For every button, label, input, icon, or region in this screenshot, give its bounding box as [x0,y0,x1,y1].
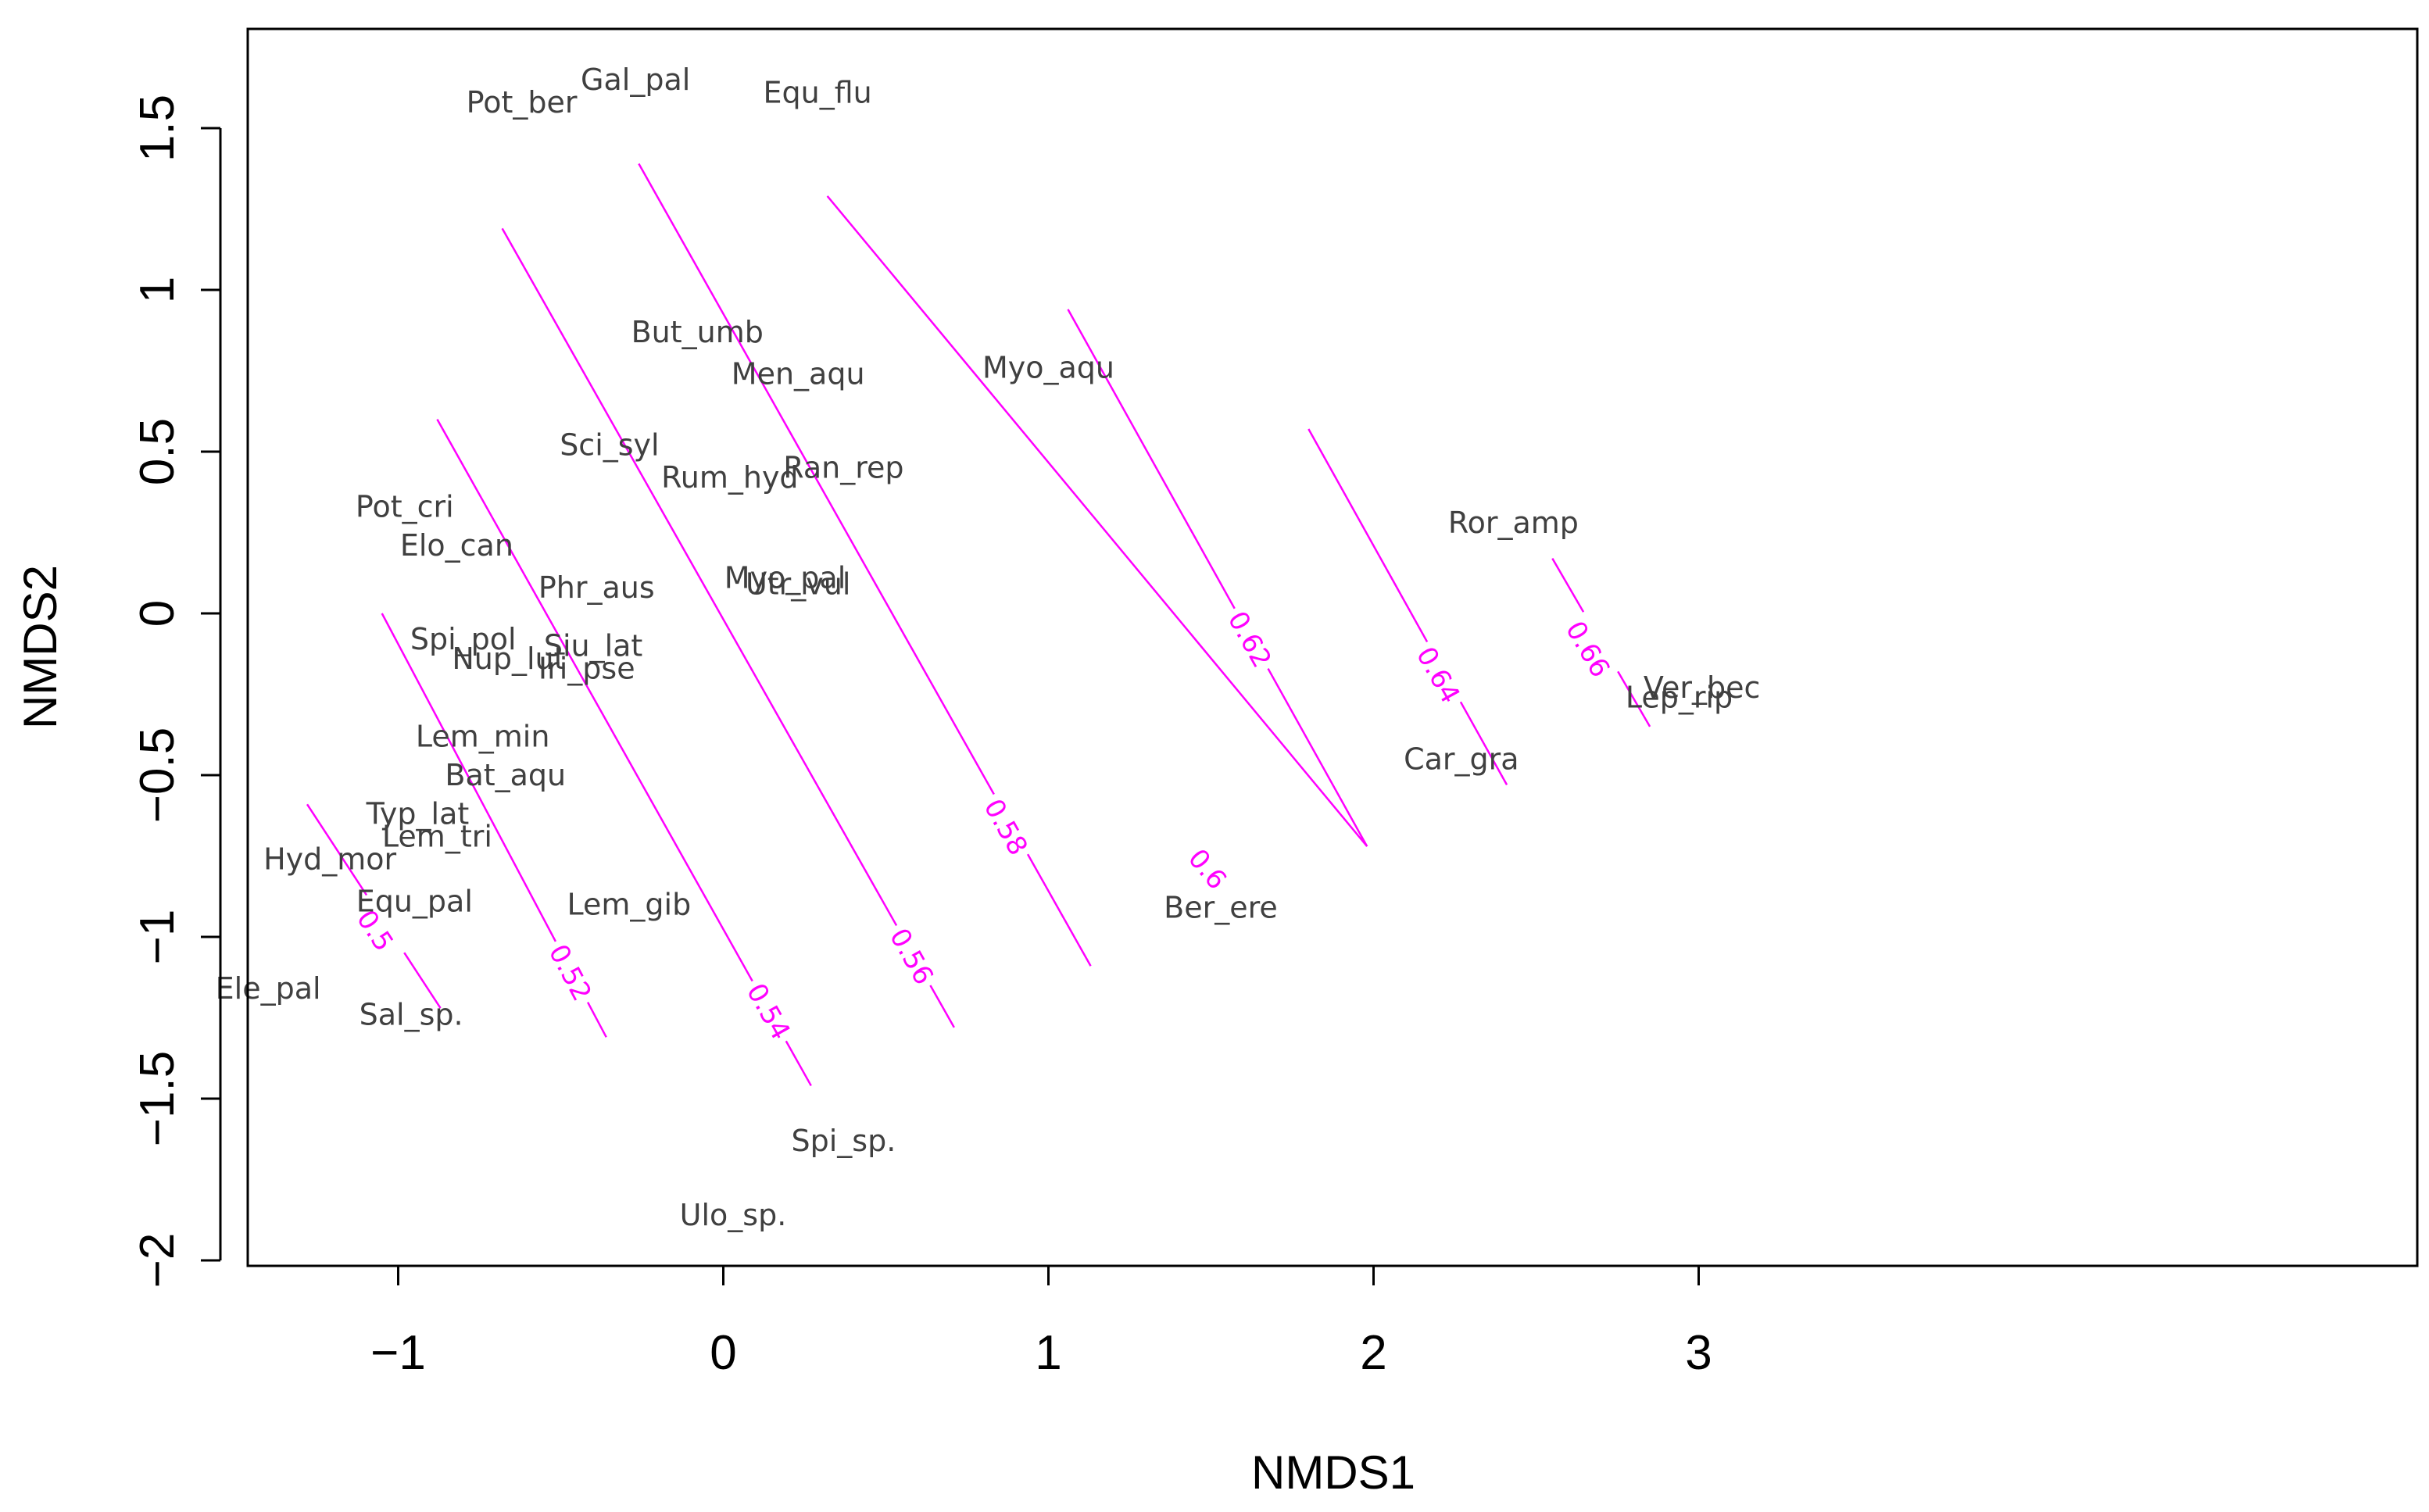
species-label: Utr_vul [746,567,850,602]
contour-label-gap [538,934,603,1011]
species-label: Men_aqu [732,357,865,391]
species-label: But_umb [631,315,764,349]
x-axis-title: NMDS1 [1251,1446,1415,1499]
species-label: Ran_rep [783,451,903,485]
x-axis: −1 0 1 2 3 [370,1264,1712,1380]
contour-label-gap [737,973,801,1050]
contour-line [1067,309,1368,847]
y-axis-title: NMDS2 [14,565,66,729]
contour-label-gap [342,892,409,969]
species-label: Spi_sp. [792,1124,896,1158]
species-label: Equ_pal [356,884,473,918]
species-label: Ror_amp [1448,506,1579,540]
species-label: Lem_gib [567,888,692,922]
species-label: Myo_aqu [982,350,1114,384]
y-tick-label: −2 [131,1233,184,1289]
species-label: Iri_pse [538,651,635,685]
species-label: Ber_ere [1164,891,1278,925]
species-label: Ele_pal [216,971,321,1006]
contour-label-gap [1172,831,1243,906]
y-tick-label: −1 [131,910,184,965]
x-tick-label: 3 [1685,1326,1712,1380]
y-tick-label: 1 [131,277,184,303]
species-label: Car_gra [1404,742,1519,776]
species-label: Pot_cri [356,489,454,524]
y-tick-label: 0 [131,600,184,627]
species-label: Myo_pal [724,560,846,595]
contour-label-gap [1555,610,1621,688]
x-tick-label: 2 [1360,1326,1386,1380]
x-tick-label: 0 [710,1326,736,1380]
species-label: Spi_pol [410,622,517,656]
species-label: Lem_tri [382,820,492,854]
x-tick-label: −1 [370,1326,426,1380]
y-axis: −2 −1.5 −1 −0.5 0 0.5 1 1.5 [131,95,222,1289]
y-tick-label: −1.5 [131,1051,184,1146]
species-label: Nup_lut [452,642,565,676]
y-tick-label: −0.5 [131,727,184,823]
contour-label-gap [879,917,944,995]
species-label: Phr_aus [538,570,655,605]
contour-line [501,227,955,1028]
species-label: Elo_can [400,528,513,563]
species-label: Lep_rip [1626,681,1733,715]
species-label: Sal_sp. [360,997,463,1031]
y-tick-label: 1.5 [131,95,184,162]
species-label: Sci_syl [560,428,659,463]
contour-label-gap [974,788,1039,866]
x-tick-label: 1 [1035,1326,1061,1380]
species-label: Rum_hyd [661,460,799,495]
species-label: Equ_flu [764,75,872,109]
contour-line [1308,428,1508,786]
species-label: Typ_lat [366,797,470,831]
species-label: Lem_min [416,719,550,753]
species-label: Gal_pal [581,63,690,97]
species-label: Pot_ber [467,85,578,120]
species-label: Bat_aqu [445,758,566,792]
species-label: Siu_lat [544,628,643,663]
y-tick-label: 0.5 [131,418,184,485]
contour-label-gap [1407,636,1471,713]
contour-line [826,195,1368,847]
species-label: Hyd_mor [263,842,396,877]
species-label: Ver_bec [1644,670,1760,705]
species-label: Ulo_sp. [680,1198,787,1232]
contour-line [436,418,812,1087]
contour-label-gap [1218,600,1282,678]
